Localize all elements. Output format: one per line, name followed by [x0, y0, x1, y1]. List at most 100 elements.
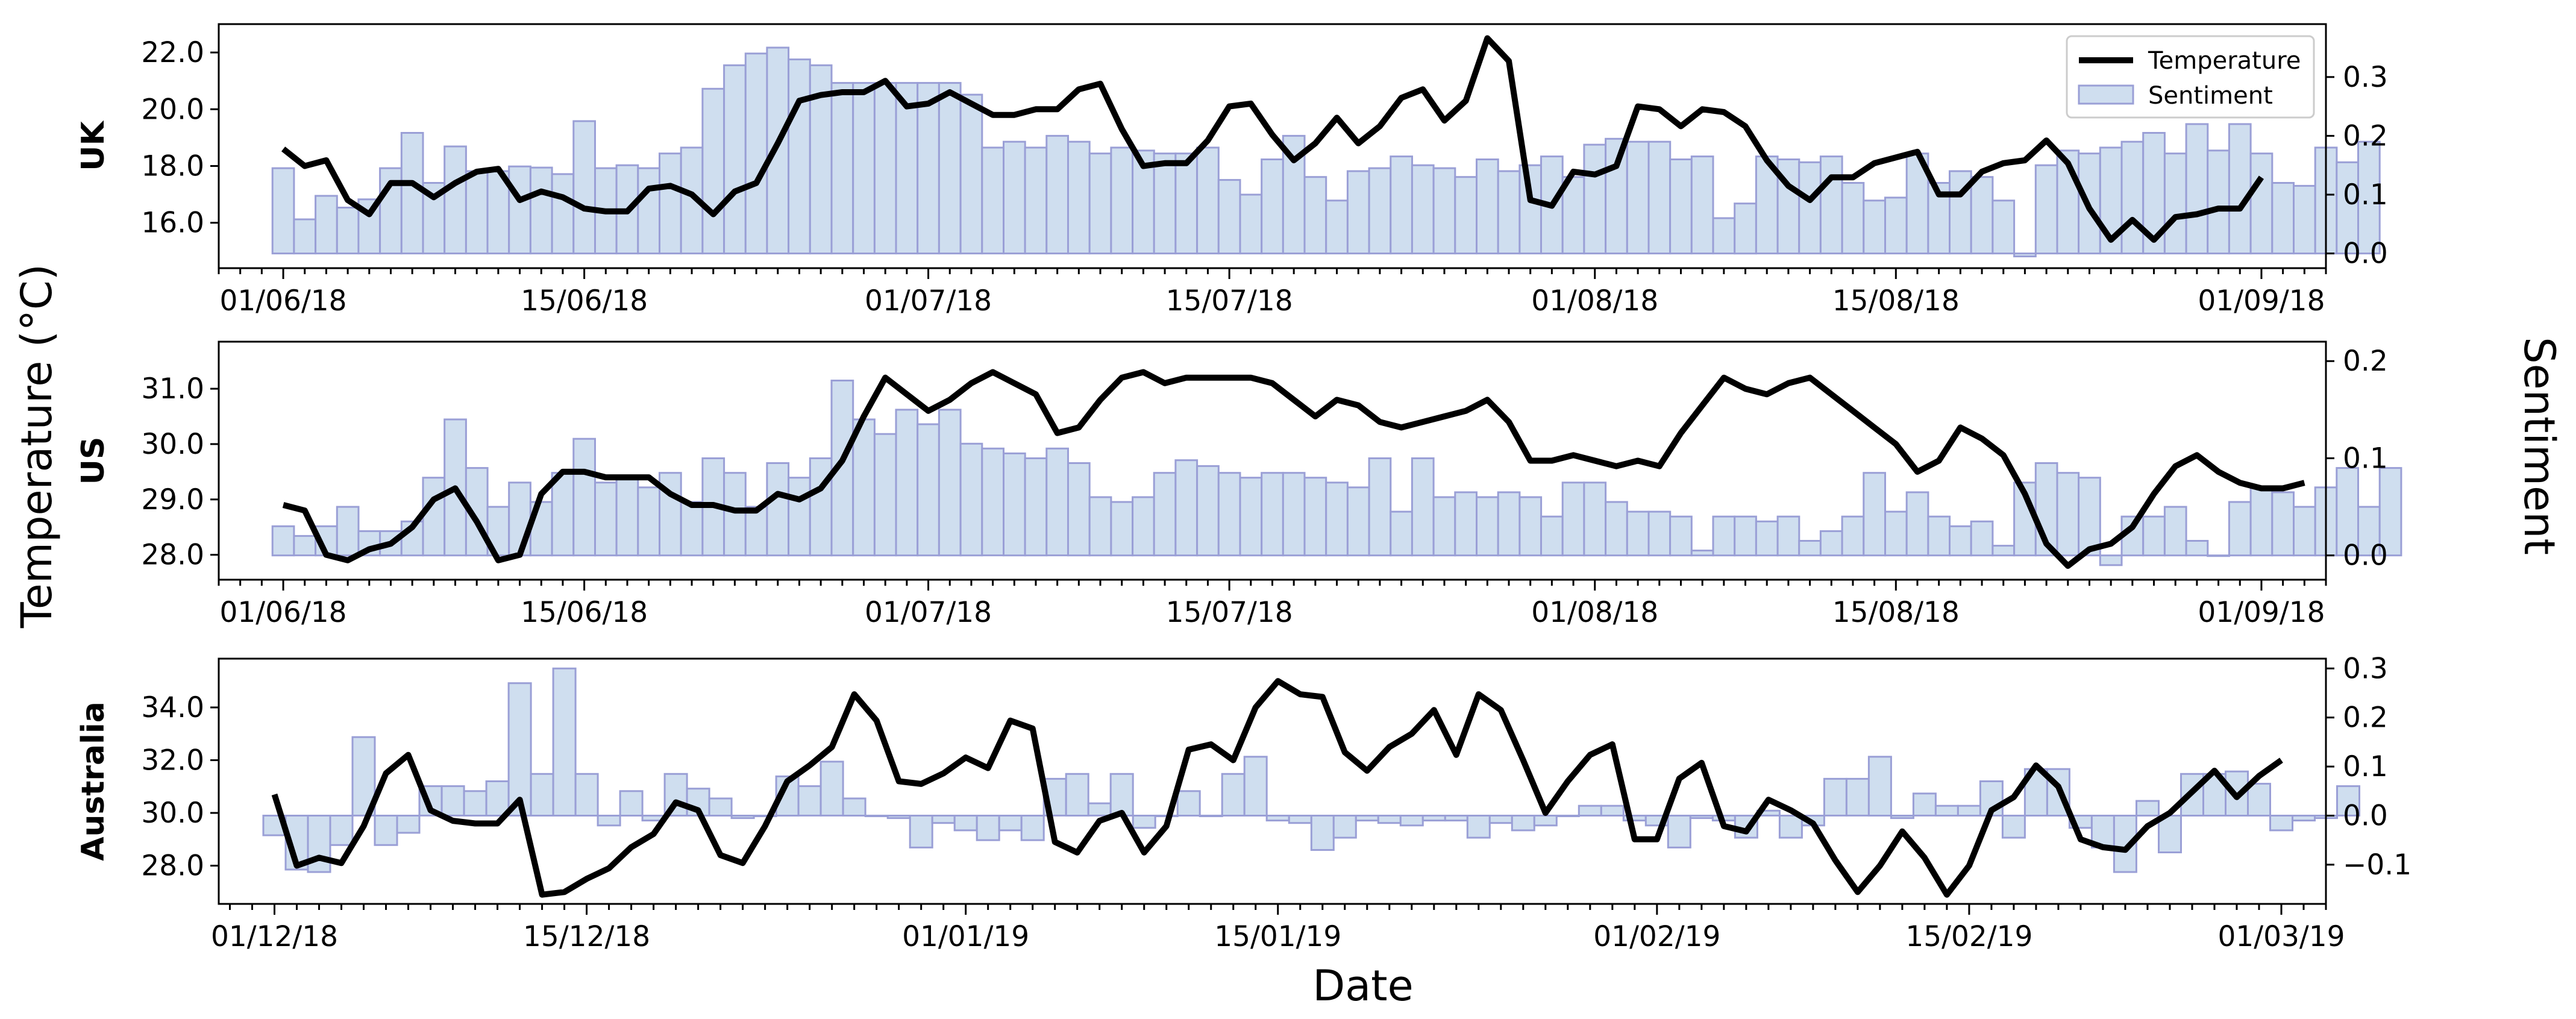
sentiment-bar: [2271, 491, 2295, 557]
plot-frame: [218, 657, 2327, 905]
sentiment-bar: [594, 481, 618, 557]
sentiment-bar: [842, 797, 867, 817]
x-tick-label: 01/06/18: [220, 284, 347, 318]
sentiment-bar: [1243, 756, 1268, 817]
sentiment-bar: [2357, 506, 2381, 557]
y-left-tick-label: 18.0: [141, 149, 204, 183]
sentiment-bar: [1497, 170, 1521, 255]
sentiment-bar: [938, 82, 962, 255]
sentiment-bar: [396, 815, 421, 834]
sentiment-bar: [1411, 164, 1435, 255]
sentiment-bar: [1819, 155, 1843, 255]
sentiment-bar: [293, 535, 317, 557]
sentiment-bar: [1884, 196, 1908, 255]
sentiment-bar: [1540, 515, 1564, 557]
sentiment-bar: [1578, 804, 1602, 817]
sentiment-bar: [830, 82, 854, 255]
sentiment-bar: [2357, 140, 2381, 255]
sentiment-bar: [1176, 790, 1201, 817]
sentiment-bar: [2378, 467, 2402, 557]
sentiment-bar: [1970, 176, 1994, 255]
sentiment-bar: [2034, 164, 2058, 255]
sentiment-bar: [1196, 146, 1220, 255]
sentiment-bar: [766, 462, 790, 557]
y-right-tick-label: 0.2: [2343, 119, 2388, 152]
chart-panels: 01/06/18 15/06/18 01/07/18 15/07/18 01/08/18…: [75, 23, 2411, 953]
sentiment-bar: [895, 409, 919, 557]
sentiment-bar: [1444, 815, 1468, 822]
x-tick-label: 15/08/18: [1832, 284, 1960, 318]
sentiment-bar: [637, 167, 661, 255]
sentiment-bar: [1132, 815, 1156, 829]
x-tick-label: 15/12/18: [523, 920, 650, 953]
y-right-tick-label: 0.1: [2343, 442, 2388, 475]
sentiment-bar: [852, 418, 876, 557]
x-tick-label: 15/07/18: [1166, 596, 1293, 629]
sentiment-bar: [1332, 815, 1357, 839]
y-left-tick-label: 30.0: [141, 797, 204, 830]
sentiment-bar: [1399, 815, 1424, 827]
x-tick-label: 15/06/18: [521, 284, 648, 318]
sentiment-bar: [1110, 146, 1134, 255]
sentiment-bar: [1020, 815, 1045, 841]
sentiment-bar: [2001, 815, 2026, 839]
sentiment-bar: [2163, 506, 2187, 557]
x-tick-label: 01/08/18: [1531, 596, 1658, 629]
sentiment-bar: [1088, 152, 1112, 255]
sentiment-bar: [1533, 815, 1558, 827]
sentiment-bar: [463, 790, 487, 817]
sentiment-bar: [917, 82, 940, 255]
sentiment-bar: [788, 58, 811, 255]
sentiment-bar: [1497, 491, 1521, 557]
panel-label: UK: [75, 121, 111, 171]
sentiment-bar: [1196, 465, 1220, 557]
y-right-tick-label: 0.2: [2343, 345, 2388, 378]
sentiment-bar: [1087, 802, 1112, 817]
y-right-tick-label: 0.3: [2343, 61, 2388, 94]
sentiment-bar: [615, 477, 639, 557]
legend: Temperature Sentiment: [2066, 35, 2315, 119]
sentiment-bar: [744, 52, 768, 255]
sentiment-bar: [976, 815, 1000, 841]
y-left-tick-label: 20.0: [141, 93, 204, 126]
sentiment-bar: [1110, 501, 1134, 557]
sentiment-bar: [1024, 457, 1048, 557]
sentiment-bar: [2056, 472, 2080, 557]
sentiment-bar: [443, 145, 467, 255]
sentiment-bar: [1669, 158, 1693, 255]
sentiment-bar: [1454, 176, 1478, 255]
sentiment-bar: [1377, 815, 1402, 824]
sentiment-bar: [329, 815, 354, 846]
sentiment-bar: [1390, 155, 1414, 255]
sentiment-bar: [1647, 510, 1672, 557]
sentiment-bar: [1390, 510, 1414, 557]
y-right-tick-label: 0.0: [2343, 237, 2388, 271]
sentiment-bar: [938, 409, 962, 557]
sentiment-bar: [2228, 501, 2252, 557]
sentiment-bar: [909, 815, 933, 848]
y-left-tick-label: 34.0: [141, 691, 204, 724]
y-left-tick-label: 28.0: [141, 850, 204, 883]
y-left-tick-label: 30.0: [141, 428, 204, 461]
sentiment-bar: [1217, 179, 1241, 255]
sentiment-bar: [1863, 199, 1887, 255]
sentiment-bar: [2158, 815, 2182, 853]
sentiment-bar: [551, 472, 575, 557]
panel-label: US: [75, 437, 111, 485]
sentiment-bar: [1432, 496, 1456, 557]
y-right-tick-label: −0.1: [2343, 848, 2411, 882]
sentiment-bar: [1282, 472, 1306, 557]
sentiment-bar: [819, 760, 844, 817]
sentiment-bar: [2185, 540, 2209, 557]
sentiment-bar: [551, 173, 575, 255]
sentiment-bar: [2271, 182, 2295, 255]
sentiment-bar: [1755, 520, 1779, 557]
sentiment-bar: [422, 477, 446, 557]
sentiment-bar: [1884, 510, 1908, 557]
sentiment-bar: [2185, 123, 2209, 255]
sentiment-bar: [1174, 152, 1199, 255]
sentiment-bar: [873, 433, 897, 557]
panel-label: Australia: [75, 701, 111, 861]
x-tick-label: 01/07/18: [865, 284, 992, 318]
x-tick-label: 15/08/18: [1832, 596, 1960, 629]
